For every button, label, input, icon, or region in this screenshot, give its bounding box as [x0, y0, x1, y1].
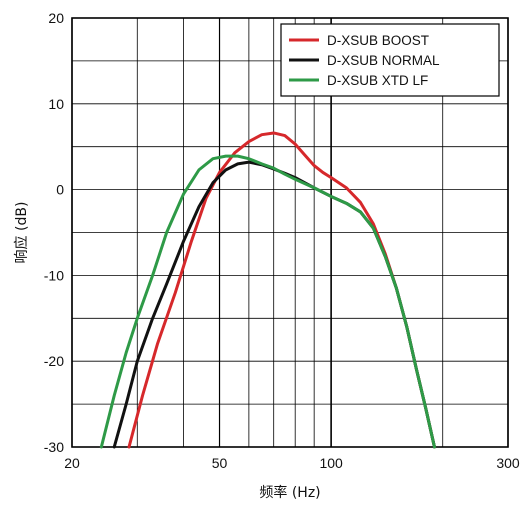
- series-line-3: [99, 154, 436, 449]
- plot-frame: [71, 17, 509, 448]
- y-tick-label: 20: [48, 10, 64, 26]
- y-tick-label: -10: [44, 267, 64, 283]
- x-tick-labels: 20 50 100 300: [64, 455, 520, 471]
- y-axis-label: 响应 (dB): [13, 202, 30, 264]
- y-tick-label: 10: [48, 96, 64, 112]
- x-tick-label: 100: [319, 455, 343, 471]
- y-tick-label: -20: [44, 353, 64, 369]
- y-tick-labels: -30 -20 -10 0 10 20: [44, 10, 64, 455]
- x-tick-label: 300: [496, 455, 520, 471]
- legend-label: D-XSUB BOOST: [327, 33, 429, 48]
- legend: D-XSUB BOOST D-XSUB NORMAL D-XSUB XTD LF: [280, 23, 500, 97]
- legend-label: D-XSUB NORMAL: [327, 53, 440, 68]
- y-tick-label: -30: [44, 439, 64, 455]
- x-tick-label: 20: [64, 455, 80, 471]
- y-tick-label: 0: [56, 182, 64, 198]
- series-line-1: [127, 131, 436, 449]
- series-lines: [99, 131, 436, 449]
- x-tick-label: 50: [212, 455, 228, 471]
- x-axis-label: 频率 (Hz): [259, 484, 320, 501]
- legend-label: D-XSUB XTD LF: [327, 73, 428, 88]
